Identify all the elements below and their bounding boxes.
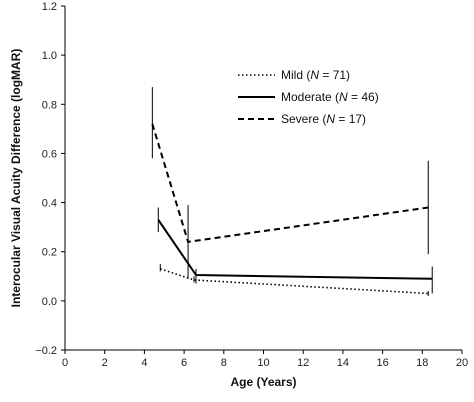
y-tick-label: 0.6 [42,148,57,160]
y-tick-label: 1.0 [42,50,57,62]
legend-label: Moderate (N = 46) [281,90,379,104]
legend-label: Severe (N = 17) [281,112,366,126]
x-axis-title: Age (Years) [230,375,296,389]
legend-label: Mild (N = 71) [281,68,350,82]
series-layer [151,87,433,296]
x-tick-label: 4 [141,357,147,369]
series-solid [157,207,433,294]
axes: 0 2 4 6 8 10 12 14 16 18 20 −0.2 0.0 0.2 0.4 0.6 0.8 1.0 1… [35,1,468,369]
y-tick-label: 0.8 [42,99,57,111]
x-tick-label: 2 [102,357,108,369]
x-tick-label: 18 [416,357,428,369]
series-line [160,268,429,295]
series-dotted [159,264,429,296]
series-line [151,123,429,243]
legend: Mild (N = 71) Moderate (N = 46) Severe (N … [238,68,379,126]
x-tick-label: 8 [221,357,227,369]
y-axis-title: Interocular Visual Acuity Difference (lo… [9,49,23,308]
x-tick-label: 20 [456,357,468,369]
series-dashed [151,87,429,279]
x-tick-label: 14 [337,357,349,369]
y-tick-label: −0.2 [35,345,57,357]
x-tick-label: 6 [181,357,187,369]
x-tick-label: 12 [297,357,309,369]
x-tick-label: 10 [257,357,269,369]
y-tick-label: 0.2 [42,247,57,259]
y-tick-label: 1.2 [42,1,57,13]
y-tick-label: 0.0 [42,296,57,308]
x-tick-label: 16 [376,357,388,369]
y-tick-label: 0.4 [42,198,57,210]
series-line [157,219,433,280]
x-tick-label: 0 [62,357,68,369]
